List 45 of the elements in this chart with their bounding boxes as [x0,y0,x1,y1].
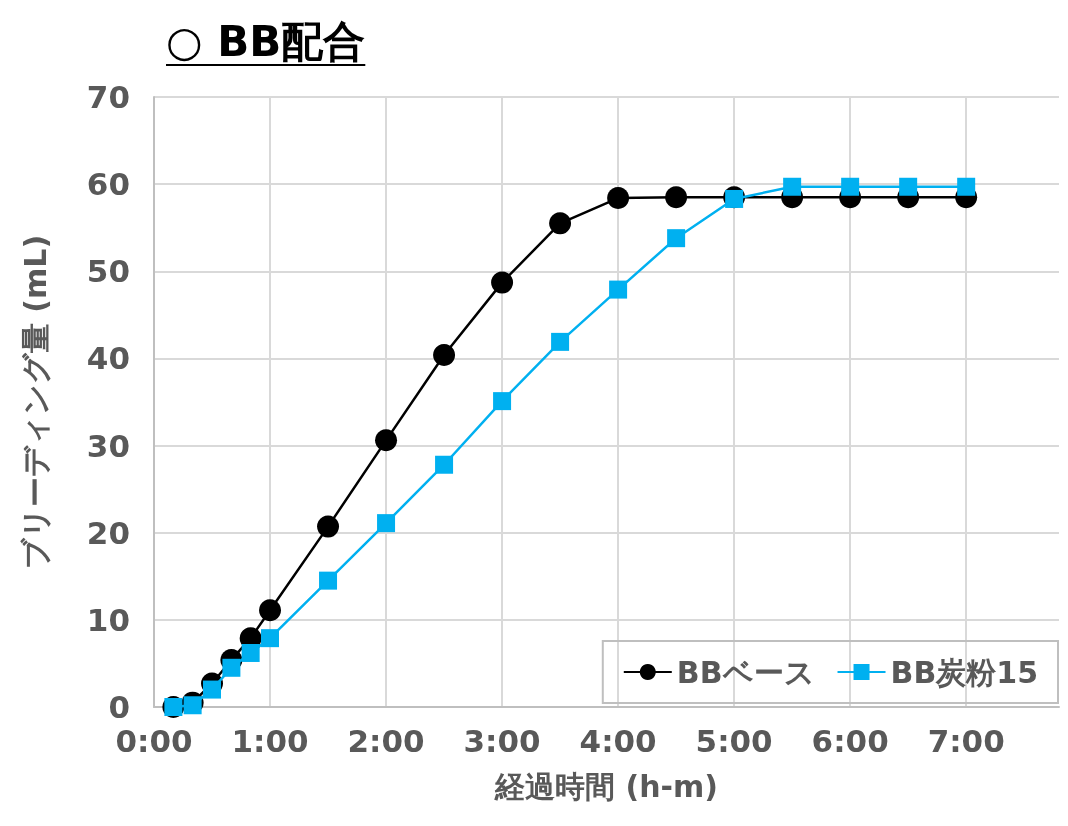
legend-label: BB炭粉15 [890,654,1038,690]
y-tick-label: 20 [86,514,130,551]
point [549,212,572,235]
y-tick-label: 50 [86,253,130,290]
y-tick-label: 40 [86,340,130,377]
x-tick-label: 1:00 [231,722,309,759]
point [551,332,570,351]
point [259,599,282,622]
point [491,271,514,294]
point [899,177,918,196]
y-tick-label: 30 [86,427,130,464]
point [493,392,512,411]
x-tick-label: 3:00 [463,722,541,759]
y-tick-label: 60 [86,166,130,203]
point [317,515,340,538]
point [665,186,688,209]
point [203,680,222,699]
x-tick-label: 6:00 [811,722,889,759]
x-tick-label: 0:00 [115,722,193,759]
point [433,343,456,366]
point [241,643,260,662]
point [783,177,802,196]
x-tick-label: 2:00 [347,722,425,759]
point [667,229,686,248]
point [319,571,338,590]
x-tick-label: 4:00 [579,722,657,759]
point [377,514,396,533]
y-axis-title: ブリーディング量 (mL) [17,234,53,570]
x-axis-title: 経過時間 (h-m) [494,768,718,804]
chart-title: ○ BB配合 [166,16,366,68]
point [183,696,202,715]
point [607,187,630,210]
y-tick-label: 70 [86,79,130,115]
y-tick-label: 10 [86,601,130,638]
point [261,629,280,648]
point [841,177,860,196]
point [435,455,454,474]
point [957,177,976,196]
x-tick-label: 5:00 [695,722,773,759]
point [609,280,628,299]
y-tick-label: 0 [108,689,130,725]
x-tick-label: 7:00 [927,722,1005,759]
point [375,429,398,452]
legend-label: BBベース [676,654,815,690]
point [222,658,241,677]
